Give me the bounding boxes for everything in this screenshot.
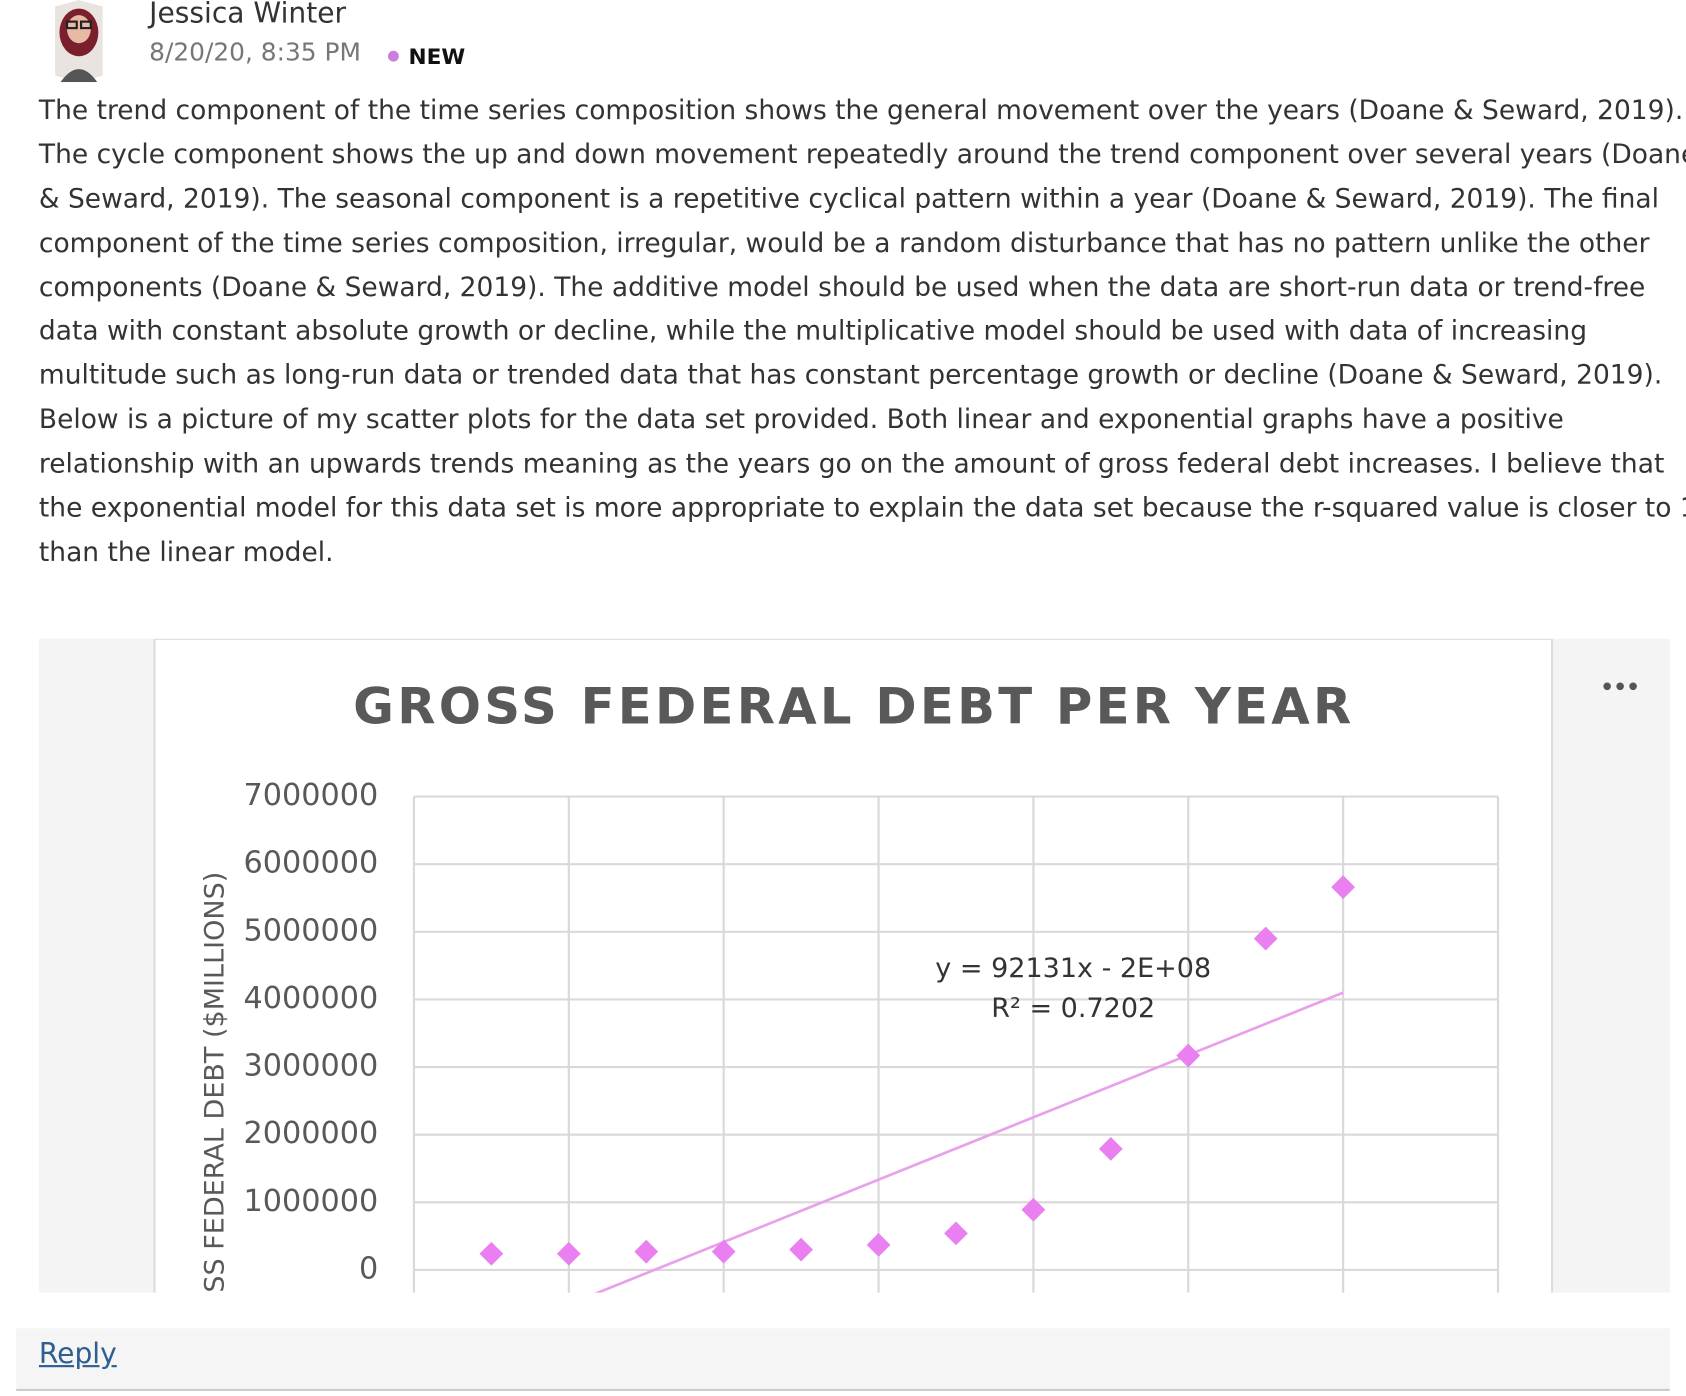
y-axis-label: SS FEDERAL DEBT ($MILLIONS): [200, 872, 231, 1293]
y-tick-label: 2000000: [244, 1116, 379, 1151]
body-line: & Seward, 2019). The seasonal component …: [38, 182, 1659, 214]
body-line: data with constant absolute growth or de…: [38, 315, 1588, 347]
author-name: Jessica Winter: [149, 0, 347, 31]
y-tick-label: 4000000: [244, 981, 379, 1016]
reply-link[interactable]: Reply: [38, 1338, 117, 1371]
new-dot: [388, 50, 399, 62]
reply-bar: [16, 1328, 1670, 1391]
body-line: components (Doane & Seward, 2019). The a…: [38, 270, 1646, 303]
point: [556, 1241, 581, 1266]
post-body: The trend component of the time series c…: [39, 89, 1686, 575]
body-line: the exponential model for this data set …: [38, 491, 1686, 524]
point: [711, 1239, 736, 1264]
point: [789, 1237, 813, 1262]
y-tick-label: 7000000: [244, 778, 379, 813]
body-line: multitude such as long-run data or trend…: [38, 359, 1663, 391]
body-line: The trend component of the time series c…: [38, 94, 1684, 126]
y-tick-label: 1000000: [244, 1184, 379, 1219]
point: [866, 1233, 891, 1257]
timestamp: 8/20/20, 8:35 PM: [149, 38, 361, 68]
point: [634, 1239, 659, 1264]
point: [944, 1221, 968, 1246]
body-line: The cycle component shows the up and dow…: [38, 138, 1686, 170]
y-tick-label: 5000000: [244, 913, 379, 948]
body-line: than the linear model.: [38, 535, 334, 568]
point: [1331, 875, 1356, 900]
y-tick-label: 0: [359, 1251, 378, 1286]
trend-equation: y = 92131x - 2E+08: [935, 953, 1211, 984]
new-badge: NEW: [408, 43, 466, 70]
point: [1176, 1043, 1201, 1068]
chart: GROSS FEDERAL DEBT PER YEAR SS FEDERAL D…: [153, 638, 1645, 1293]
avatar: [55, 0, 103, 83]
body-line: Below is a picture of my scatter plots f…: [38, 403, 1564, 435]
trend-equation: R² = 0.7202: [991, 993, 1155, 1024]
chart-title: GROSS FEDERAL DEBT PER YEAR: [353, 678, 1354, 736]
body-line: relationship with an upwards trends mean…: [38, 447, 1665, 479]
point: [479, 1241, 504, 1266]
y-tick-label: 6000000: [244, 846, 379, 881]
body-line: component of the time series composition…: [38, 226, 1650, 258]
y-tick-label: 3000000: [244, 1049, 379, 1084]
trendline: [594, 991, 1344, 1293]
point: [1098, 1136, 1123, 1161]
more-button[interactable]: [1595, 670, 1645, 702]
point: [1253, 926, 1278, 951]
